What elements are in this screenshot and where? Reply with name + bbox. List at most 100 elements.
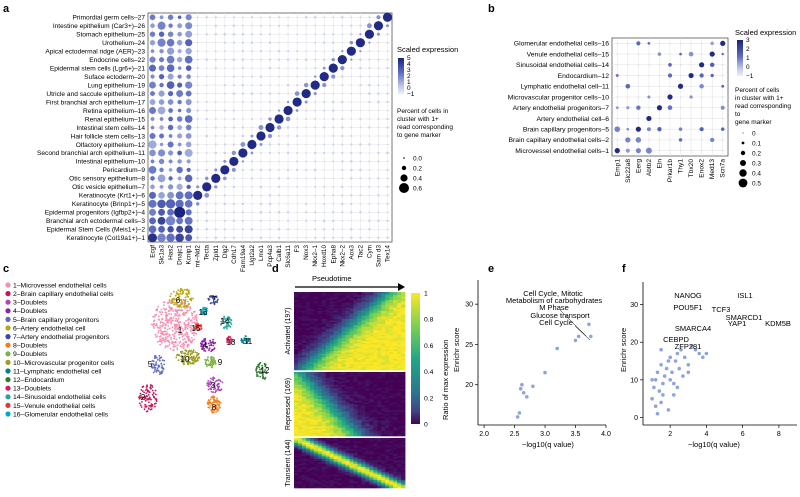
dot xyxy=(350,220,352,222)
dot xyxy=(185,124,192,131)
dot xyxy=(364,29,375,39)
heatmap-cell xyxy=(385,400,390,403)
heatmap-cell xyxy=(397,330,402,333)
dot xyxy=(158,31,165,37)
panel-label-a: a xyxy=(3,3,10,15)
heatmap-cell xyxy=(401,306,406,309)
dot xyxy=(625,148,630,153)
dot xyxy=(648,53,650,55)
heatmap-cell xyxy=(317,392,323,395)
umap-point xyxy=(215,408,218,411)
heatmap-cell xyxy=(309,349,315,352)
dot xyxy=(332,160,335,163)
umap-point xyxy=(161,311,164,313)
heatmap-cell xyxy=(349,333,354,336)
heatmap-cell xyxy=(385,408,390,411)
heatmap-cell xyxy=(337,333,342,336)
dot xyxy=(377,203,380,205)
heatmap-cell xyxy=(337,362,342,364)
heatmap-cell xyxy=(301,383,307,386)
dot xyxy=(286,151,290,155)
size-label: 0.4 xyxy=(752,171,761,178)
umap-point xyxy=(161,325,164,327)
gene-label: Dnajc1 xyxy=(177,245,184,265)
dot xyxy=(168,168,173,172)
heatmap-cell xyxy=(329,339,335,342)
dot xyxy=(167,99,174,105)
heatmap-cell xyxy=(313,421,319,424)
heatmap-cell xyxy=(321,331,327,334)
umap-point xyxy=(218,400,221,403)
heatmap-cell xyxy=(317,388,323,390)
umap-point xyxy=(153,327,155,329)
dot xyxy=(368,100,371,104)
heatmap-cell xyxy=(365,317,370,320)
heatmap-cell xyxy=(393,315,398,318)
heatmap-cell xyxy=(361,410,366,413)
heatmap-cell xyxy=(393,412,398,414)
umap-point xyxy=(173,343,175,346)
heatmap-cell xyxy=(305,396,311,398)
dot xyxy=(184,115,193,123)
dot xyxy=(690,139,692,141)
heatmap-cell xyxy=(381,434,386,437)
heatmap-cell xyxy=(297,424,303,427)
dot xyxy=(701,53,703,55)
heatmap-cell xyxy=(305,376,311,379)
heatmap-cell xyxy=(329,372,335,374)
heatmap-cell xyxy=(389,346,394,349)
heatmap-cell xyxy=(329,314,335,317)
umap-point xyxy=(160,340,162,343)
heatmap-cell xyxy=(365,402,370,405)
heatmap-cell xyxy=(393,350,398,353)
heatmap-cell xyxy=(393,372,398,374)
heatmap-cell xyxy=(305,314,311,317)
heatmap-cell xyxy=(361,389,366,392)
heatmap-cell xyxy=(393,380,398,382)
dot xyxy=(332,92,335,95)
dot xyxy=(635,137,642,143)
heatmap-cell xyxy=(365,410,370,413)
heatmap-cell xyxy=(389,325,394,328)
heatmap-cell xyxy=(305,416,311,419)
dot xyxy=(167,184,174,190)
heatmap-cell xyxy=(309,396,315,398)
dot xyxy=(277,185,281,189)
heatmap-cell xyxy=(369,424,374,427)
umap-point xyxy=(215,379,218,382)
heatmap-cell xyxy=(377,392,382,395)
heatmap-cell xyxy=(349,373,354,376)
heatmap-cell xyxy=(345,328,350,331)
umap-point xyxy=(195,332,198,335)
heatmap-cell xyxy=(297,363,303,366)
heatmap-cell xyxy=(369,293,374,296)
heatmap-cell xyxy=(321,352,327,355)
dot xyxy=(149,149,156,157)
dot xyxy=(296,203,298,205)
dot xyxy=(690,128,692,130)
umap-point xyxy=(194,316,197,319)
heatmap-cell xyxy=(397,355,402,358)
heatmap-cell xyxy=(313,365,319,368)
heatmap-cell xyxy=(397,438,402,440)
heatmap-cell xyxy=(297,333,303,336)
dot xyxy=(386,109,389,112)
umap-point xyxy=(144,395,146,398)
heatmap-cell xyxy=(313,311,319,313)
heatmap-cell xyxy=(321,299,327,302)
heatmap-cell xyxy=(294,315,299,318)
heatmap-cell xyxy=(305,439,311,442)
heatmap-cell xyxy=(329,389,335,392)
heatmap-cell xyxy=(385,375,390,378)
heatmap-cell xyxy=(365,444,370,447)
heatmap-cell xyxy=(401,399,406,402)
umap-point xyxy=(184,328,187,331)
dot xyxy=(260,177,262,180)
dot xyxy=(159,48,164,54)
heatmap-cell xyxy=(321,292,327,294)
dot xyxy=(241,75,244,78)
heatmap-cell xyxy=(325,423,331,426)
heatmap-cell xyxy=(365,389,370,392)
heatmap-cell xyxy=(361,366,366,369)
heatmap-cell xyxy=(309,357,315,360)
